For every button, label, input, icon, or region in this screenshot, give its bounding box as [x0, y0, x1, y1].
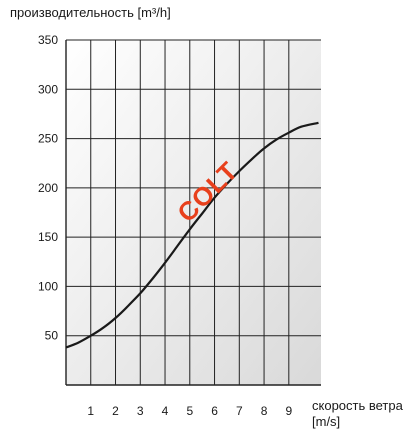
x-axis-label-line2: [m/s]: [312, 414, 341, 429]
y-axis-ticks: 50 100 150 200 250 300 350: [38, 33, 58, 343]
y-tick-label: 100: [38, 279, 58, 293]
y-tick-label: 250: [38, 132, 58, 146]
y-tick-label: 150: [38, 230, 58, 244]
x-tick-label: 2: [112, 404, 119, 418]
series-line: [65, 121, 319, 349]
x-tick-label: 7: [236, 404, 243, 418]
y-tick-label: 200: [38, 181, 58, 195]
x-tick-label: 1: [87, 404, 94, 418]
y-tick-label: 50: [45, 329, 59, 343]
x-tick-label: 8: [261, 404, 268, 418]
x-axis-label-line1: скорость ветра: [312, 398, 403, 413]
y-tick-label: 350: [38, 33, 58, 47]
x-tick-label: 5: [186, 404, 193, 418]
x-tick-label: 3: [137, 404, 144, 418]
grid: [65, 39, 321, 386]
x-axis-label: скорость ветра [m/s]: [312, 398, 403, 430]
x-tick-label: 6: [211, 404, 218, 418]
x-tick-label: 4: [162, 404, 169, 418]
x-axis-ticks: 1 2 3 4 5 6 7 8 9: [87, 404, 292, 418]
y-axis-label: производительность [m³/h]: [10, 5, 171, 20]
y-tick-label: 300: [38, 82, 58, 96]
x-tick-label: 9: [285, 404, 292, 418]
plot-background: [66, 40, 321, 385]
